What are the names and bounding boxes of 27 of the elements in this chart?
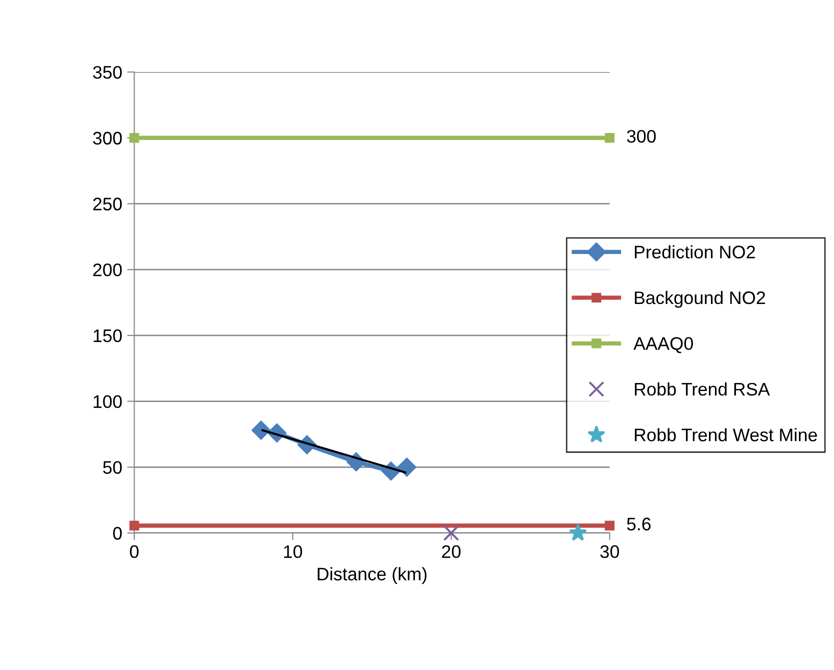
point (129, 133, 140, 143)
point (568, 524, 587, 541)
x-tick-label: 30 (600, 545, 619, 558)
legend-label: AAAQ0 (633, 337, 693, 354)
y-tick-label: 300 (93, 132, 122, 145)
annotation: 5.6 (627, 518, 651, 530)
annotation: 300 (627, 130, 656, 143)
y-tick-label: 350 (93, 66, 122, 79)
point (129, 520, 140, 530)
y-tick-label: 200 (93, 264, 122, 276)
point (604, 133, 615, 143)
legend-label: Robb Trend West Mine (634, 428, 817, 442)
x-tick-label: 0 (130, 545, 139, 558)
point (443, 524, 460, 541)
y-tick-label: 100 (94, 395, 122, 408)
legend-label: Prediction NO2 (634, 245, 755, 258)
x-tick-label: 20 (442, 545, 461, 558)
x-tick-label: 10 (284, 545, 302, 558)
legend-label: Robb Trend RSA (634, 382, 770, 396)
legend-label: Backgound NO2 (634, 290, 766, 308)
y-tick-label: 150 (94, 329, 122, 342)
x-axis-title: Distance (km) (318, 567, 427, 584)
point (604, 520, 615, 530)
point (397, 458, 416, 477)
y-tick-label: 0 (113, 526, 122, 540)
y-tick-label: 250 (93, 198, 122, 210)
y-tick-label: 50 (103, 461, 122, 474)
